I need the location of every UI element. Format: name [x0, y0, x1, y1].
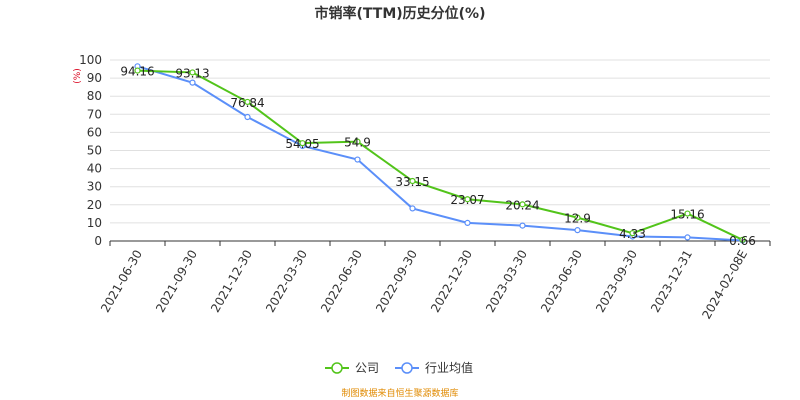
x-axis: 2021-06-30 2021-09-30 2021-12-30 2022-03-30…	[98, 240, 771, 322]
data-point[interactable]	[684, 210, 691, 217]
legend-label: 行业均值	[425, 360, 473, 375]
x-tick-label: 2022-06-30	[318, 248, 365, 315]
x-tick-label: 2023-09-30	[593, 248, 640, 315]
data-label: 54.05	[285, 137, 319, 151]
source-note: 制图数据来自恒生聚源数据库	[341, 387, 458, 399]
x-tick-label: 2022-09-30	[373, 248, 420, 315]
data-point[interactable]	[574, 227, 581, 234]
data-label: 12.9	[564, 212, 591, 226]
series-0	[134, 67, 746, 243]
y-tick-label: 100	[79, 53, 102, 67]
y-tick-label: 80	[87, 89, 102, 103]
data-point[interactable]	[244, 98, 251, 106]
y-tick-label: 70	[87, 107, 102, 121]
x-tick-label: 2024-02-08E	[699, 248, 750, 322]
data-point[interactable]	[684, 234, 691, 241]
x-tick-label: 2021-12-30	[208, 248, 255, 315]
data-label: 15.16	[670, 208, 704, 222]
data-point[interactable]	[409, 205, 416, 212]
data-point[interactable]	[519, 222, 526, 229]
data-point[interactable]	[189, 69, 196, 76]
data-point[interactable]	[354, 156, 361, 163]
data-point[interactable]	[244, 113, 251, 121]
data-labels: 94.16 93.13 76.84 54.05 54.9 33.15 23.07 20.24 1…	[120, 65, 756, 248]
y-tick-label: 60	[87, 125, 102, 139]
legend-item-0[interactable]: 公司	[325, 361, 379, 375]
y-tick-label: 10	[87, 216, 102, 230]
x-tick-label: 2023-06-30	[538, 248, 585, 315]
data-label: 94.16	[120, 65, 154, 79]
legend-label: 公司	[355, 361, 379, 375]
data-label: 23.07	[450, 193, 484, 207]
grid	[110, 59, 770, 224]
x-tick-label: 2022-12-30	[428, 248, 475, 315]
y-axis-unit: (%)	[73, 68, 83, 84]
data-label: 33.15	[395, 175, 429, 189]
y-tick-label: 30	[87, 180, 102, 194]
y-tick-label: 40	[87, 162, 102, 176]
data-point[interactable]	[189, 79, 196, 86]
data-point[interactable]	[519, 201, 526, 208]
data-label: 93.13	[175, 66, 209, 80]
data-point[interactable]	[354, 138, 361, 145]
x-tick-label: 2021-06-30	[98, 248, 145, 315]
data-point[interactable]	[574, 214, 581, 221]
data-point[interactable]	[739, 236, 746, 243]
data-label: 54.9	[344, 136, 371, 150]
data-point[interactable]	[299, 140, 306, 147]
series-line	[137, 69, 743, 241]
series-line	[137, 65, 743, 242]
y-axis-ticks: 0 10 20 30 40 50 60 70 80 90 100	[79, 53, 102, 248]
y-tick-label: 50	[87, 144, 102, 158]
data-point[interactable]	[409, 177, 416, 185]
y-tick-label: 0	[94, 234, 102, 248]
legend[interactable]: 公司 行业均值	[325, 360, 473, 375]
chart-title: 市销率(TTM)历史分位(%)	[315, 5, 486, 22]
x-tick-label: 2021-09-30	[153, 248, 200, 315]
data-label: 20.24	[505, 198, 539, 212]
series-layer	[134, 63, 746, 244]
data-point[interactable]	[464, 196, 471, 203]
legend-marker	[401, 362, 413, 374]
y-tick-label: 90	[87, 71, 102, 85]
legend-marker	[331, 362, 343, 374]
y-tick-label: 20	[87, 198, 102, 212]
data-point[interactable]	[629, 230, 636, 237]
data-label: 0.66	[729, 234, 756, 248]
data-label: 4.33	[619, 227, 646, 241]
x-tick-label: 2023-12-31	[648, 248, 695, 315]
data-point[interactable]	[134, 67, 141, 74]
x-tick-label: 2022-03-30	[263, 248, 310, 315]
x-tick-label: 2023-03-30	[483, 248, 530, 315]
data-point[interactable]	[464, 219, 471, 226]
data-label: 76.84	[230, 96, 264, 110]
legend-item-1[interactable]: 行业均值	[395, 360, 473, 375]
